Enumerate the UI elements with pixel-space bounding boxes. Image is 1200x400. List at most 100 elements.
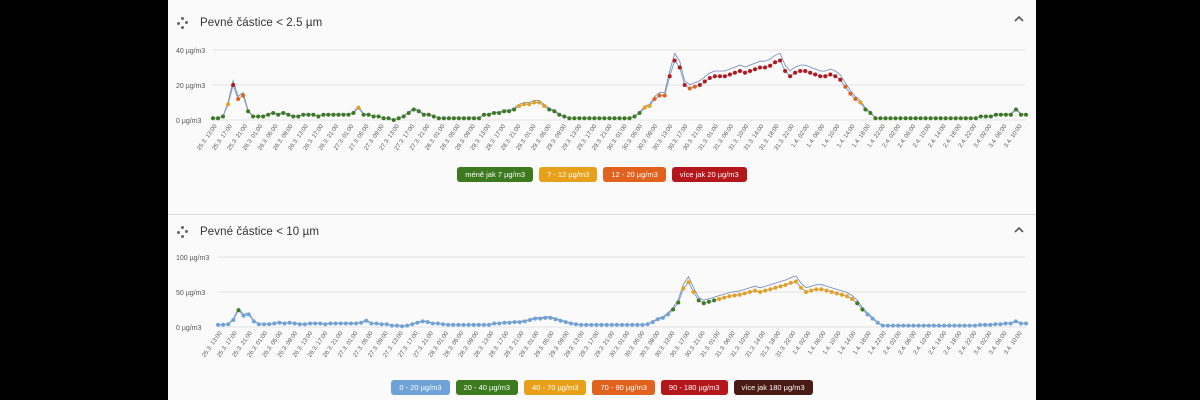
- data-point[interactable]: [361, 112, 366, 117]
- data-point[interactable]: [931, 323, 936, 328]
- data-point[interactable]: [425, 320, 430, 325]
- data-point[interactable]: [921, 323, 926, 328]
- data-point[interactable]: [773, 60, 778, 65]
- data-point[interactable]: [873, 116, 878, 121]
- data-point[interactable]: [587, 116, 592, 121]
- data-point[interactable]: [823, 74, 828, 79]
- data-point[interactable]: [632, 114, 637, 119]
- data-point[interactable]: [262, 322, 266, 327]
- data-point[interactable]: [942, 323, 947, 328]
- data-point[interactable]: [870, 316, 875, 321]
- data-point[interactable]: [809, 288, 814, 293]
- data-point[interactable]: [657, 93, 662, 98]
- data-point[interactable]: [947, 323, 952, 328]
- data-point[interactable]: [597, 116, 602, 121]
- data-point[interactable]: [522, 102, 527, 107]
- data-point[interactable]: [277, 320, 282, 325]
- data-point[interactable]: [865, 312, 870, 317]
- data-point[interactable]: [717, 297, 722, 301]
- data-point[interactable]: [834, 291, 839, 296]
- data-point[interactable]: [533, 316, 538, 321]
- data-point[interactable]: [431, 114, 436, 119]
- data-point[interactable]: [677, 65, 682, 70]
- data-point[interactable]: [732, 70, 737, 75]
- data-point[interactable]: [411, 107, 416, 112]
- data-point[interactable]: [582, 116, 587, 121]
- data-point[interactable]: [369, 321, 374, 326]
- data-point[interactable]: [231, 83, 236, 87]
- data-point[interactable]: [537, 100, 542, 105]
- data-point[interactable]: [326, 112, 331, 117]
- data-point[interactable]: [507, 320, 512, 325]
- data-point[interactable]: [492, 321, 497, 326]
- data-point[interactable]: [845, 294, 849, 299]
- data-point[interactable]: [650, 320, 655, 325]
- data-point[interactable]: [522, 319, 527, 324]
- data-point[interactable]: [1003, 321, 1008, 326]
- data-point[interactable]: [599, 322, 604, 327]
- data-point[interactable]: [420, 319, 425, 324]
- data-point[interactable]: [1024, 321, 1028, 326]
- data-point[interactable]: [321, 112, 326, 117]
- data-point[interactable]: [748, 69, 752, 73]
- data-point[interactable]: [672, 58, 677, 63]
- data-point[interactable]: [276, 112, 281, 117]
- data-point[interactable]: [271, 111, 276, 115]
- data-point[interactable]: [843, 84, 848, 89]
- data-point[interactable]: [793, 70, 798, 75]
- data-point[interactable]: [788, 280, 793, 285]
- data-point[interactable]: [903, 116, 908, 121]
- data-point[interactable]: [333, 321, 338, 326]
- legend-chip[interactable]: 40 - 70 µg/m3: [524, 380, 587, 395]
- data-point[interactable]: [563, 320, 568, 325]
- data-point[interactable]: [410, 322, 415, 327]
- data-point[interactable]: [972, 323, 977, 328]
- data-point[interactable]: [993, 112, 998, 117]
- data-point[interactable]: [667, 74, 672, 79]
- data-point[interactable]: [216, 116, 220, 121]
- legend-chip[interactable]: více jak 180 µg/m3: [733, 380, 813, 395]
- data-point[interactable]: [768, 287, 773, 292]
- legend-chip[interactable]: méně jak 7 µg/m3: [457, 167, 534, 182]
- data-point[interactable]: [967, 323, 972, 328]
- data-point[interactable]: [819, 287, 824, 292]
- data-point[interactable]: [286, 112, 291, 117]
- data-point[interactable]: [472, 116, 476, 121]
- data-point[interactable]: [553, 317, 558, 322]
- data-point[interactable]: [562, 114, 567, 119]
- data-point[interactable]: [246, 109, 251, 114]
- pm10-collapse-button[interactable]: [1012, 223, 1026, 237]
- data-point[interactable]: [652, 97, 657, 101]
- data-point[interactable]: [655, 317, 660, 322]
- data-point[interactable]: [702, 79, 707, 84]
- data-point[interactable]: [379, 322, 384, 327]
- data-point[interactable]: [548, 315, 553, 320]
- data-point[interactable]: [466, 322, 471, 327]
- data-point[interactable]: [614, 322, 619, 327]
- data-point[interactable]: [839, 292, 844, 297]
- data-point[interactable]: [401, 114, 406, 119]
- data-point[interactable]: [512, 107, 517, 112]
- data-point[interactable]: [696, 298, 701, 303]
- data-point[interactable]: [318, 321, 323, 326]
- data-point[interactable]: [354, 321, 359, 326]
- data-point[interactable]: [888, 116, 893, 121]
- data-point[interactable]: [366, 112, 371, 117]
- data-point[interactable]: [814, 287, 819, 292]
- data-point[interactable]: [471, 322, 476, 327]
- data-point[interactable]: [793, 279, 798, 284]
- data-point[interactable]: [517, 104, 522, 108]
- data-point[interactable]: [261, 114, 266, 119]
- data-point[interactable]: [446, 322, 451, 327]
- data-point[interactable]: [302, 322, 307, 327]
- data-point[interactable]: [481, 322, 486, 327]
- data-point[interactable]: [863, 107, 868, 112]
- data-point[interactable]: [686, 280, 691, 285]
- data-point[interactable]: [671, 307, 676, 312]
- data-point[interactable]: [1008, 321, 1013, 326]
- data-point[interactable]: [594, 322, 599, 327]
- data-point[interactable]: [466, 116, 471, 121]
- data-point[interactable]: [292, 321, 297, 326]
- data-point[interactable]: [957, 323, 962, 328]
- data-point[interactable]: [527, 102, 532, 107]
